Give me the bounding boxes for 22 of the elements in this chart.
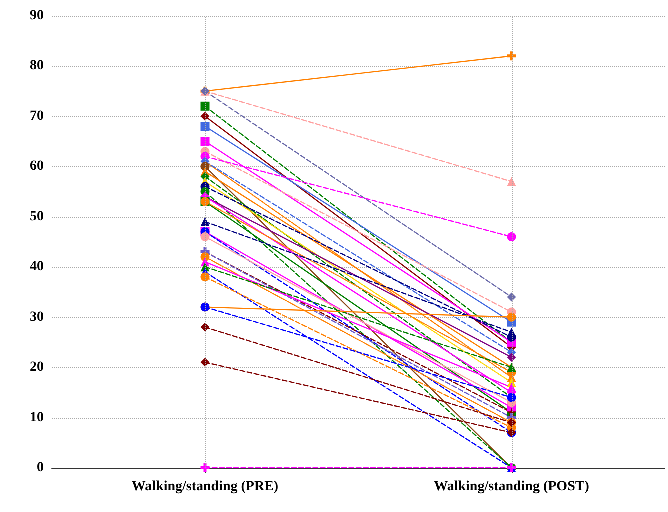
y-tick-label: 0 bbox=[37, 460, 44, 476]
point bbox=[507, 232, 516, 242]
point bbox=[507, 292, 516, 302]
y-tick-label: 40 bbox=[30, 260, 44, 275]
y-tick-label: 80 bbox=[30, 58, 44, 74]
point bbox=[200, 112, 210, 121]
x-tick-label: Walking/standing (POST) bbox=[434, 480, 590, 494]
point bbox=[507, 312, 516, 322]
point bbox=[200, 122, 210, 131]
y-tick-label: 10 bbox=[30, 410, 44, 426]
x-tick-label: Walking/standing (PRE) bbox=[132, 480, 279, 494]
y-tick-label: 50 bbox=[30, 209, 44, 224]
point bbox=[200, 358, 210, 368]
y-tick-label: 70 bbox=[30, 108, 44, 124]
y-tick-label: 60 bbox=[30, 159, 44, 174]
point bbox=[200, 232, 210, 242]
y-tick-label: 90 bbox=[30, 8, 44, 24]
y-tick-label: 30 bbox=[30, 310, 44, 325]
point bbox=[507, 353, 516, 362]
point bbox=[200, 102, 210, 111]
point bbox=[200, 137, 210, 146]
y-tick-label: 20 bbox=[30, 360, 44, 376]
